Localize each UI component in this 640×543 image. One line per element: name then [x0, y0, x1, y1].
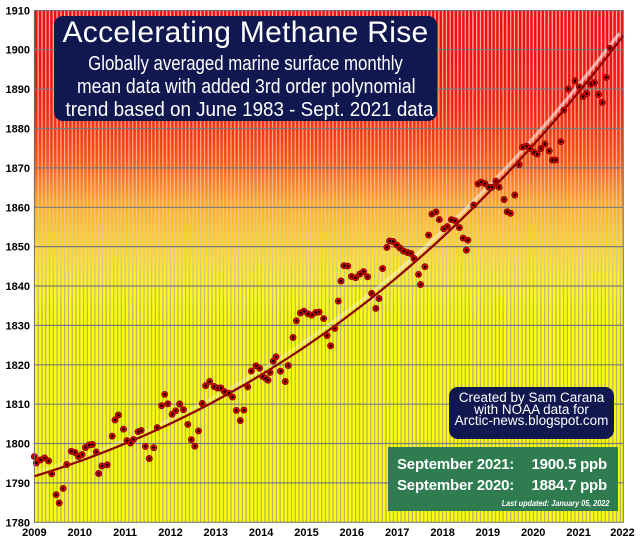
- svg-text:2017: 2017: [385, 527, 409, 539]
- svg-text:2009: 2009: [22, 527, 46, 539]
- svg-text:2018: 2018: [430, 527, 454, 539]
- svg-text:2010: 2010: [68, 527, 92, 539]
- svg-text:1890: 1890: [6, 84, 30, 96]
- svg-text:2020: 2020: [521, 527, 545, 539]
- svg-text:1900: 1900: [6, 45, 30, 57]
- svg-text:1790: 1790: [6, 478, 30, 490]
- svg-text:2014: 2014: [249, 527, 274, 539]
- svg-text:2012: 2012: [158, 527, 182, 539]
- svg-text:1810: 1810: [6, 399, 30, 411]
- svg-text:2011: 2011: [113, 527, 137, 539]
- svg-text:2021: 2021: [566, 527, 590, 539]
- svg-text:1780: 1780: [6, 517, 30, 529]
- svg-text:2013: 2013: [204, 527, 228, 539]
- svg-text:1910: 1910: [6, 5, 30, 17]
- svg-text:1880: 1880: [6, 124, 30, 136]
- svg-text:2016: 2016: [340, 527, 364, 539]
- svg-text:1850: 1850: [6, 242, 30, 254]
- svg-text:2019: 2019: [476, 527, 500, 539]
- svg-text:2015: 2015: [294, 527, 318, 539]
- svg-text:1800: 1800: [6, 439, 30, 451]
- svg-text:1860: 1860: [6, 202, 30, 214]
- svg-text:1830: 1830: [6, 320, 30, 332]
- svg-text:1840: 1840: [6, 281, 30, 293]
- svg-text:1820: 1820: [6, 360, 30, 372]
- svg-text:1870: 1870: [6, 163, 30, 175]
- svg-text:2022: 2022: [610, 527, 634, 539]
